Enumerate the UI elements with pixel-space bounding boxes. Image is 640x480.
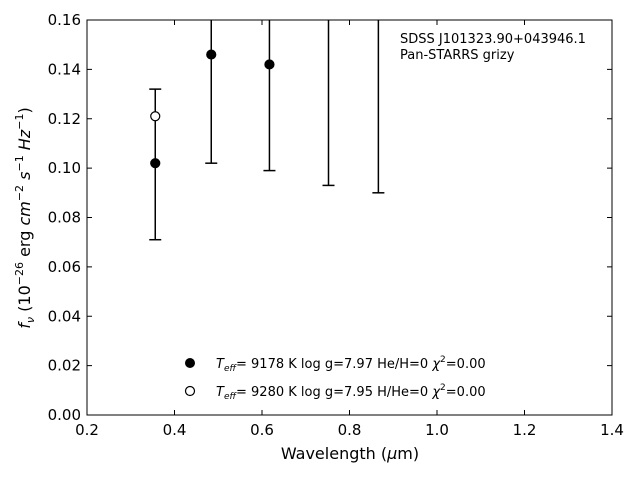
x-tick-label: 0.8 <box>338 421 362 439</box>
x-axis-title: Wavelength (μm) <box>281 444 419 463</box>
axes-group: 0.2 0.4 0.6 0.8 1.0 1.2 1.4 0.00 0.02 0.04 0.06 0.0… <box>48 11 624 439</box>
legend-entry-2: Teff= 9280 K log g=7.95 H/He=0 χ2=0.00 <box>216 383 486 402</box>
x-tick-label: 1.0 <box>425 421 449 439</box>
data-points-group <box>150 49 275 169</box>
data-point-filled <box>206 49 217 60</box>
errorbars-group <box>149 20 385 241</box>
annotation-survey: Pan-STARRS grizy <box>400 48 515 63</box>
y-tick-label: 0.10 <box>48 159 81 177</box>
y-tick-label: 0.08 <box>48 209 81 227</box>
legend: Teff= 9178 K log g=7.97 He/H=0 χ2=0.00 T… <box>184 355 486 402</box>
x-tick-label: 0.6 <box>250 421 274 439</box>
y-tick-label: 0.16 <box>48 11 81 29</box>
data-point-filled <box>150 158 161 169</box>
y-tick-label: 0.00 <box>48 406 81 424</box>
x-tick-label: 0.2 <box>75 421 99 439</box>
x-tick-label: 0.4 <box>163 421 187 439</box>
legend-marker-filled <box>185 358 195 368</box>
data-point-open <box>150 111 161 122</box>
legend-entry-1: Teff= 9178 K log g=7.97 He/H=0 χ2=0.00 <box>216 355 486 374</box>
y-tick-label: 0.04 <box>48 307 81 325</box>
annotation: SDSS J101323.90+043946.1 Pan-STARRS griz… <box>400 32 586 63</box>
y-tick-label: 0.14 <box>48 60 81 78</box>
x-tick-label: 1.4 <box>600 421 624 439</box>
annotation-object: SDSS J101323.90+043946.1 <box>400 32 586 47</box>
legend-marker-open <box>184 385 196 397</box>
y-tick-label: 0.02 <box>48 357 81 375</box>
y-tick-label: 0.12 <box>48 110 81 128</box>
y-axis-title: fν (10−26 erg cm−2 s−1 Hz−1) <box>13 107 37 328</box>
y-tick-label: 0.06 <box>48 258 81 276</box>
x-tick-label: 1.2 <box>513 421 537 439</box>
data-point-filled <box>264 59 275 70</box>
plot-frame <box>86 19 613 416</box>
